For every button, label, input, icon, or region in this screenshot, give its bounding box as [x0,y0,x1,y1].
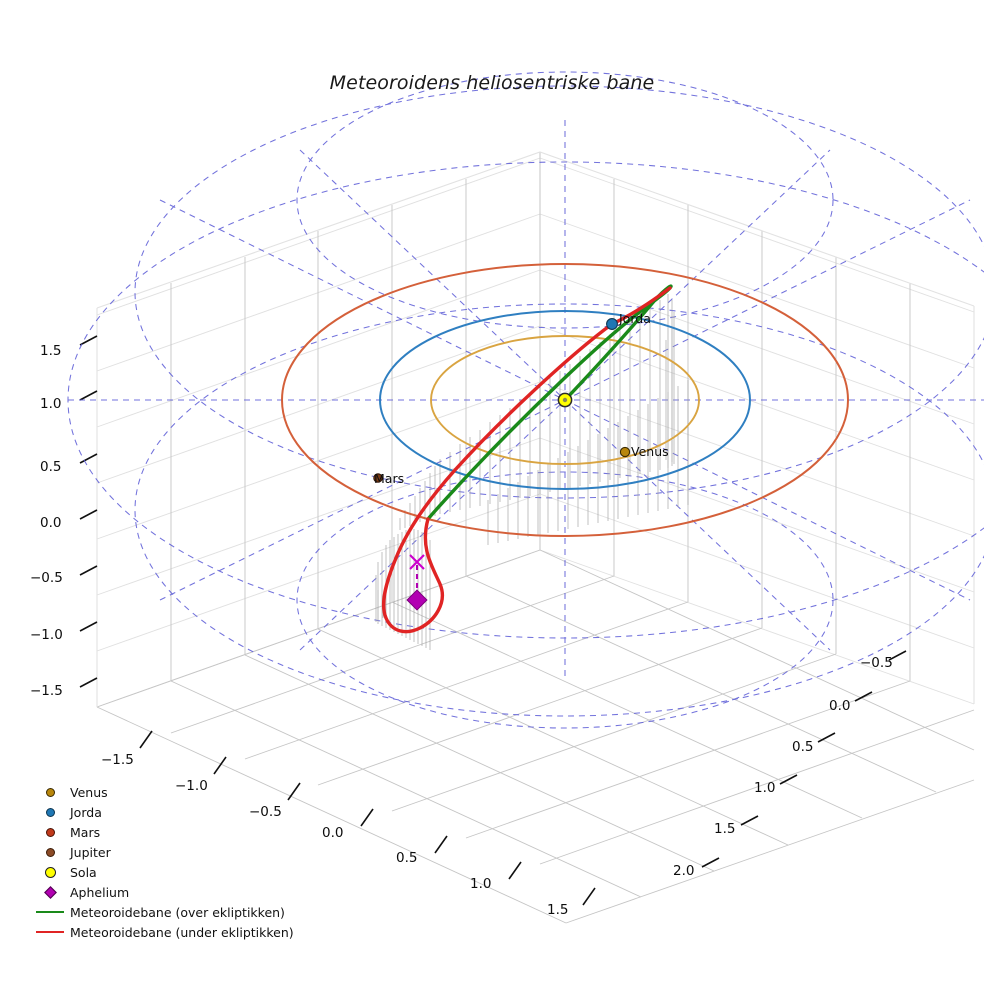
celestial-sphere-wireframe [67,71,984,729]
z-tick: 0.0 [40,515,62,531]
marker-sola-core [562,397,568,403]
sola-marker-icon [30,862,70,882]
red-line-icon [30,922,70,942]
marker-jorda [606,318,618,330]
green-line-icon [30,902,70,922]
legend-item-venus[interactable]: Venus [30,782,330,802]
legend-item-aphelium[interactable]: Aphelium [30,882,330,902]
x-tick: −1.5 [101,752,134,768]
z-tick: −1.5 [30,683,63,699]
marker-mars [373,473,383,483]
z-tick: −0.5 [30,570,63,586]
y-tick: 0.5 [792,739,814,755]
legend-item-meteoroid-under[interactable]: Meteoroidebane (under ekliptikken) [30,922,330,942]
jorda-marker-icon [30,802,70,822]
legend-item-jupiter[interactable]: Jupiter [30,842,330,862]
x-tick: 1.5 [547,902,569,918]
pane-top-outline [96,151,975,707]
orbit-jorda [379,310,751,490]
label-mars: Mars [374,471,405,486]
orbit-projection-droplines [375,294,689,650]
x-tick: 0.0 [322,825,344,841]
y-tick: 0.0 [829,698,851,714]
x-tick: 1.0 [470,876,492,892]
aphelion-group [406,554,428,611]
z-tick: 1.0 [40,396,62,412]
legend-label: Jupiter [70,844,111,860]
meteoroid-orbit-below [381,286,672,634]
pane-grid-lines [96,152,975,924]
marker-venus [619,446,631,458]
z-tick: −1.0 [30,627,63,643]
y-tick: 2.0 [673,863,695,879]
legend-label: Venus [70,784,108,800]
legend-label: Jorda [70,804,102,820]
legend-label: Meteoroidebane (over ekliptikken) [70,904,285,920]
orbit-mars [281,263,849,537]
legend-item-mars[interactable]: Mars [30,822,330,842]
x-tick: −1.0 [175,778,208,794]
legend-label: Meteoroidebane (under ekliptikken) [70,924,294,940]
meteoroid-orbit [381,284,673,634]
y-tick: 1.5 [714,821,736,837]
legend-label: Aphelium [70,884,130,900]
legend-label: Sola [70,864,97,880]
legend-item-sola[interactable]: Sola [30,862,330,882]
page-title: Meteoroidens heliosentriske bane [329,72,655,94]
z-tick: 1.5 [40,343,62,359]
venus-marker-icon [30,782,70,802]
legend-item-meteoroid-over[interactable]: Meteoroidebane (over ekliptikken) [30,902,330,922]
aphelium-diamond-icon [30,882,70,902]
legend: Venus Jorda Mars Jupiter Sola [30,782,330,942]
meteoroid-orbit-above [426,284,673,521]
mars-marker-icon [30,822,70,842]
y-tick: −0.5 [860,655,893,671]
z-tick: 0.5 [40,459,62,475]
y-tick: 1.0 [754,780,776,796]
legend-label: Mars [70,824,101,840]
orbit-venus [430,335,700,465]
label-jorda: Jorda [619,311,651,326]
jupiter-marker-icon [30,842,70,862]
aphelion-diamond-marker [406,589,428,611]
legend-item-jorda[interactable]: Jorda [30,802,330,822]
axis-ticks [79,335,907,906]
aphelion-cross-marker [409,554,425,570]
x-tick: 0.5 [396,850,418,866]
x-tick: −0.5 [249,804,282,820]
label-venus: Venus [631,444,669,459]
body-markers [373,318,631,483]
